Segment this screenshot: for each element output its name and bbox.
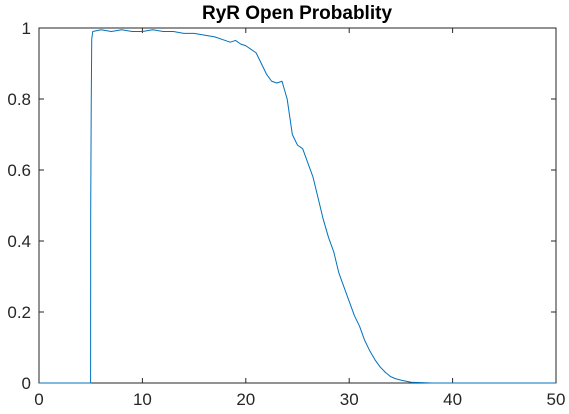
- x-tick-label: 10: [133, 390, 152, 409]
- x-tick-label: 30: [340, 390, 359, 409]
- x-tick-label: 20: [236, 390, 255, 409]
- y-tick-label: 1: [22, 19, 31, 38]
- plot-box: [38, 27, 557, 384]
- x-tick-label: 40: [443, 390, 462, 409]
- x-tick-label: 0: [34, 390, 43, 409]
- x-tick-label: 50: [547, 390, 566, 409]
- y-tick-label: 0: [22, 374, 31, 393]
- y-tick-label: 0.2: [7, 303, 31, 322]
- chart-title: RyR Open Probablity: [202, 3, 392, 24]
- y-tick-label: 0.6: [7, 161, 31, 180]
- y-tick-label: 0.4: [7, 232, 31, 251]
- y-tick-label: 0.8: [7, 90, 31, 109]
- series-line: [39, 29, 556, 384]
